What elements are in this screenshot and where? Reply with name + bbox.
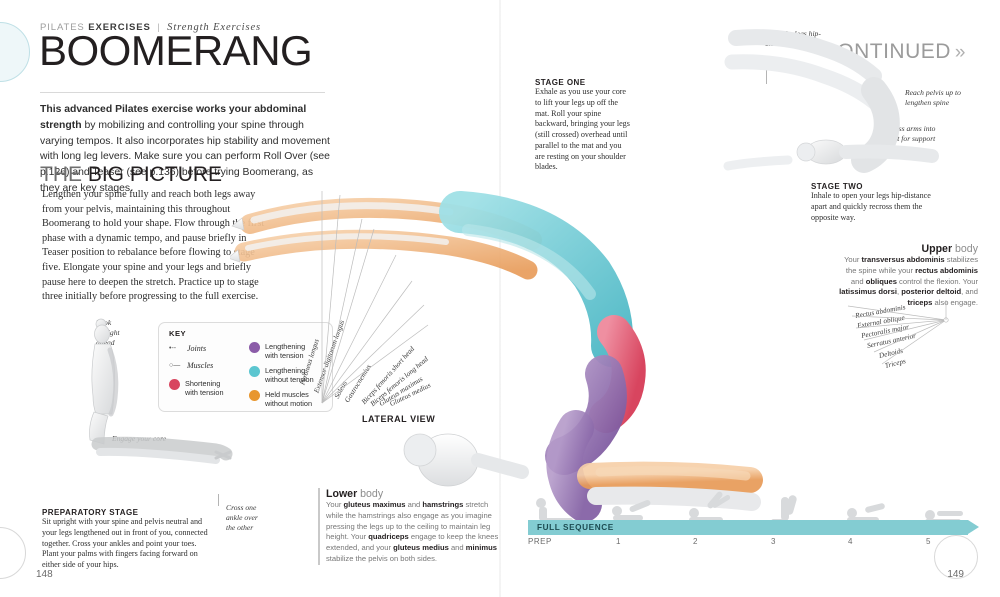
seq-tick-5: 5 [926, 537, 931, 546]
big-picture-heading-light: THE [40, 163, 88, 186]
preparatory-stage-heading: PREPARATORY STAGE [42, 508, 139, 517]
stage-two-body: Inhale to open your legs hip-distance ap… [811, 191, 931, 222]
key-title: KEY [169, 329, 187, 338]
callout-leader-3 [218, 494, 219, 506]
decorative-arc-bottom-right [934, 535, 978, 579]
anatomy-leader-lines-right [847, 300, 949, 365]
thumb-1[interactable] [606, 489, 658, 529]
breadcrumb-separator: | [157, 22, 161, 33]
seq-tick-1: 1 [616, 537, 621, 546]
breadcrumb-part-2: EXERCISES [88, 22, 151, 33]
full-sequence-ticks: PREP 1 2 3 4 5 [528, 537, 968, 553]
double-chevron-right-icon: » [954, 42, 966, 63]
decorative-arc-bottom-left [0, 527, 26, 579]
lower-body-body: Your gluteus maximus and hamstrings stre… [326, 500, 499, 563]
decorative-arc-top-left [0, 22, 30, 82]
key-symbol-joints-label: Joints [187, 344, 207, 353]
key-swatch-3-line2: without motion [265, 399, 313, 409]
stage-two-block: STAGE TWO Inhale to open your legs hip-d… [811, 182, 931, 223]
big-picture-body: Lengthen your spine fully and reach both… [42, 189, 265, 303]
callout-press-arms-into-mat: Press arms into mat for support [888, 124, 936, 143]
folio-right: 149 [947, 569, 964, 580]
full-sequence-label: FULL SEQUENCE [537, 523, 614, 532]
key-swatch-held-muscles-without-motion: Held muscles without motion [249, 390, 312, 408]
breadcrumb-part-1: PILATES [40, 22, 85, 33]
upper-body-block: Upper body Your transversus abdominis st… [838, 243, 978, 309]
upper-body-heading: Upper body [838, 243, 978, 255]
key-swatch-2-line2: without tension [265, 375, 314, 385]
seq-tick-4: 4 [848, 537, 853, 546]
key-swatch-lengthening-with-tension: Lengthening with tension [249, 342, 305, 360]
upper-body-heading-light: body [952, 243, 978, 255]
key-swatch-lengthening-without-tension: Lengthening without tension [249, 366, 314, 384]
figure-lateral-view-main [230, 191, 763, 520]
key-swatch-3-line1: Held muscles [265, 390, 309, 399]
lower-body-heading: Lower body [326, 488, 503, 500]
key-swatch-1-line2: with tension [265, 351, 304, 361]
muscle-symbol-icon: ○— [169, 362, 181, 369]
upper-body-body: Your transversus abdominis stabilizes th… [839, 255, 978, 308]
swatch-dot-cyan-icon [249, 366, 260, 377]
swatch-dot-orange-icon [249, 390, 260, 401]
breadcrumb-part-3: Strength Exercises [167, 22, 262, 33]
key-symbol-joints: •-- Joints [169, 344, 206, 354]
key-legend-box: KEY •-- Joints ○— Muscles Shortening with … [158, 322, 333, 412]
swatch-dot-purple-icon [249, 342, 260, 353]
intro-bold-lead: This advanced Pilates exercise works you… [40, 104, 307, 131]
folio-left: 148 [36, 569, 53, 580]
lateral-view-label: LATERAL VIEW [362, 414, 436, 424]
joint-symbol-icon: •-- [169, 345, 177, 352]
full-sequence: FULL SEQUENCE PREP 1 2 3 4 5 [528, 520, 979, 553]
callout-reach-pelvis-up: Reach pelvis up to lengthen spine [905, 88, 961, 107]
title-rule [40, 92, 325, 93]
figure-stage-one-two [723, 29, 939, 173]
upper-body-heading-bold: Upper [921, 243, 953, 255]
lower-body-heading-light: body [357, 488, 384, 500]
lower-body-heading-bold: Lower [326, 488, 358, 500]
seq-tick-2: 2 [693, 537, 698, 546]
page-gutter [499, 0, 501, 597]
stage-one-body: Exhale as you use your core to lift your… [535, 87, 630, 172]
preparatory-stage-block: PREPARATORY STAGE Sit upright with your … [42, 508, 212, 571]
intro-paragraph: This advanced Pilates exercise works you… [40, 102, 330, 197]
stage-two-heading: STAGE TWO [811, 182, 863, 191]
stage-one-heading: STAGE ONE [535, 78, 586, 87]
big-picture-heading-bold: BIG PICTURE [87, 163, 223, 186]
preparatory-stage-body: Sit upright with your spine and pelvis n… [42, 517, 208, 569]
figure-preparatory-stage [89, 318, 233, 464]
big-picture-heading: THE BIG PICTURE [40, 163, 222, 187]
key-swatch-2-line1: Lengthening [265, 366, 306, 375]
key-swatch-0-line1: Shortening [185, 379, 221, 388]
seq-tick-3: 3 [771, 537, 776, 546]
callout-leader-4 [766, 62, 767, 84]
full-sequence-bar: FULL SEQUENCE [528, 520, 979, 535]
key-symbol-muscles-label: Muscles [187, 361, 214, 370]
page-title: BOOMERANG [39, 27, 313, 74]
anatomy-leader-lines-left [321, 191, 429, 404]
key-symbol-muscles: ○— Muscles [169, 361, 213, 371]
key-swatch-1-line1: Lengthening [265, 342, 306, 351]
callout-cross-one-ankle: Cross one ankle over the other [226, 503, 258, 532]
stage-one-block: STAGE ONE Exhale as you use your core to… [535, 78, 630, 173]
key-swatch-0-line2: with tension [185, 388, 224, 398]
seq-tick-prep: PREP [528, 537, 552, 546]
breadcrumb: PILATES EXERCISES | Strength Exercises [40, 22, 261, 33]
lower-body-block: Lower body Your gluteus maximus and hams… [318, 488, 503, 565]
intro-rest: by mobilizing and controlling your spine… [40, 119, 330, 195]
swatch-dot-red-icon [169, 379, 180, 390]
key-swatch-shortening-with-tension: Shortening with tension [169, 379, 224, 397]
